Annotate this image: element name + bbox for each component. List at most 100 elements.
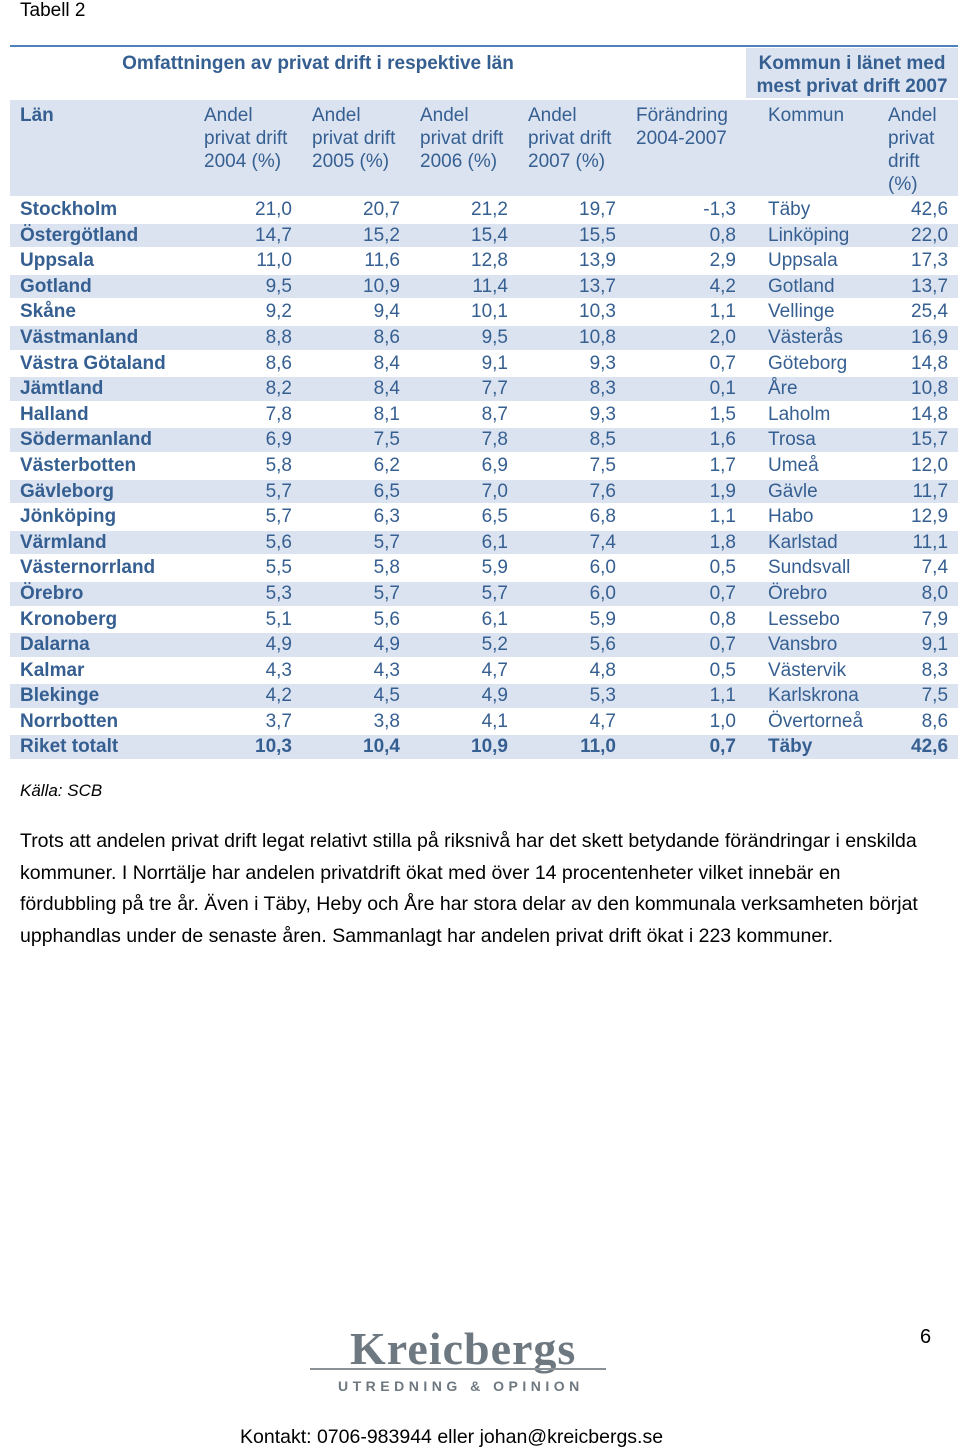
cell-2005: 7,5 xyxy=(302,428,410,452)
cell-lan: Norrbotten xyxy=(20,710,119,732)
cell-2006: 10,1 xyxy=(471,301,508,323)
cell-2007: 11,0 xyxy=(518,735,626,760)
cell-kommun-share: 9,1 xyxy=(878,633,959,657)
cell-2004: 11,0 xyxy=(256,250,292,272)
cell-lan: Stockholm xyxy=(20,199,118,220)
cell-change: 1,8 xyxy=(626,530,746,555)
cell-2007: 10,8 xyxy=(518,325,626,350)
cell-lan: Gotland xyxy=(10,274,194,299)
cell-lan: Jönköping xyxy=(20,506,117,528)
cell-change: 0,5 xyxy=(709,659,736,681)
kreicbergs-logo: Kreicbergs UTREDNING & OPINION xyxy=(310,1322,610,1402)
cell-kommun: Västerås xyxy=(746,325,878,350)
cell-2004: 7,8 xyxy=(265,403,292,425)
group-header-left: Omfattningen av privat drift i respektiv… xyxy=(122,53,514,74)
cell-kommun-share: 7,5 xyxy=(878,684,959,708)
cell-lan: Halland xyxy=(20,403,89,425)
cell-kommun: Umeå xyxy=(768,454,819,476)
logo-rule xyxy=(310,1368,606,1370)
cell-change: 1,9 xyxy=(626,479,746,504)
cell-2005: 11,6 xyxy=(364,250,400,272)
cell-2004: 4,2 xyxy=(194,684,302,708)
cell-lan: Örebro xyxy=(10,581,194,606)
cell-2004: 4,3 xyxy=(265,659,292,681)
header-2007: Andel privat drift 2007 (%) xyxy=(518,100,626,196)
cell-2005: 6,3 xyxy=(373,506,400,528)
cell-kommun: Gävle xyxy=(746,479,878,504)
table-row: Örebro 5,3 5,7 5,7 6,0 0,7 Örebro 8,0 xyxy=(10,581,959,606)
private-operation-table: Omfattningen av privat drift i respektiv… xyxy=(10,46,959,761)
cell-kommun-share: 17,3 xyxy=(911,250,949,272)
table-row: Skåne 9,2 9,4 10,1 10,3 1,1 Vellinge 25,4 xyxy=(10,300,958,324)
cell-lan: Gävleborg xyxy=(10,479,194,504)
cell-2007: 13,7 xyxy=(518,274,626,299)
cell-2007: 6,0 xyxy=(518,581,626,606)
cell-kommun-share: 10,8 xyxy=(878,377,959,401)
cell-2006: 7,0 xyxy=(410,479,518,504)
cell-kommun: Åre xyxy=(746,377,878,401)
cell-change: 2,0 xyxy=(626,325,746,350)
cell-kommun-share: 7,4 xyxy=(921,557,949,579)
cell-2007: 4,8 xyxy=(589,659,616,681)
cell-kommun-share: 12,0 xyxy=(911,454,949,476)
cell-2005: 5,7 xyxy=(302,530,410,555)
cell-kommun-share: 8,6 xyxy=(921,710,949,732)
cell-kommun: Vellinge xyxy=(768,301,835,323)
cell-kommun: Uppsala xyxy=(768,250,838,272)
cell-lan: Riket totalt xyxy=(10,735,194,760)
page-number: 6 xyxy=(920,1326,932,1348)
cell-lan: Västmanland xyxy=(10,325,194,350)
header-kommun-share: Andel privat drift (%) xyxy=(878,100,959,196)
cell-2006: 12,8 xyxy=(471,250,508,272)
cell-kommun: Sundsvall xyxy=(768,557,851,579)
table-caption: Tabell 2 xyxy=(20,0,86,21)
table-row: Blekinge 4,2 4,5 4,9 5,3 1,1 Karlskrona 7,5 xyxy=(10,684,959,708)
table-row: Västerbotten 5,8 6,2 6,9 7,5 1,7 Umeå 12,0 xyxy=(10,454,958,478)
cell-kommun: Övertorneå xyxy=(768,710,864,732)
header-change: Förändring 2004-2007 xyxy=(626,100,746,196)
cell-2005: 8,4 xyxy=(373,352,400,374)
cell-change: 4,2 xyxy=(626,274,746,299)
cell-2005: 8,6 xyxy=(302,325,410,350)
cell-2007: 10,3 xyxy=(579,301,616,323)
cell-change: -1,3 xyxy=(703,199,736,220)
cell-2007: 6,8 xyxy=(589,506,616,528)
cell-kommun-share: 13,7 xyxy=(878,274,959,299)
cell-kommun: Karlstad xyxy=(746,530,878,555)
logo-wordmark: Kreicbergs xyxy=(350,1323,577,1374)
cell-2005: 15,2 xyxy=(302,223,410,248)
cell-kommun-share: 12,9 xyxy=(911,506,949,528)
cell-kommun-share: 14,8 xyxy=(911,352,949,374)
cell-lan: Västerbotten xyxy=(20,454,137,476)
cell-kommun-share: 15,7 xyxy=(878,428,959,452)
body-paragraph: Trots att andelen privat drift legat rel… xyxy=(20,830,918,947)
cell-change: 1,6 xyxy=(626,428,746,452)
cell-lan: Uppsala xyxy=(20,250,94,272)
source-note: Källa: SCB xyxy=(20,781,103,800)
cell-change: 1,1 xyxy=(626,684,746,708)
table-row: Kronoberg 5,1 5,6 6,1 5,9 0,8 Lessebo 7,9 xyxy=(10,608,958,632)
cell-2007: 9,3 xyxy=(589,403,616,425)
cell-lan: Västernorrland xyxy=(20,557,156,579)
cell-kommun-share: 22,0 xyxy=(878,223,959,248)
cell-2005: 4,3 xyxy=(373,659,400,681)
cell-2005: 6,5 xyxy=(302,479,410,504)
cell-2005: 5,6 xyxy=(373,608,400,630)
cell-change: 0,8 xyxy=(626,223,746,248)
table-row: Norrbotten 3,7 3,8 4,1 4,7 1,0 Övertorneå 8,6 xyxy=(10,710,958,734)
table-row: Västmanland 8,8 8,6 9,5 10,8 2,0 Västerås 16,9 xyxy=(10,325,959,350)
cell-2007: 19,7 xyxy=(579,199,616,220)
cell-2005: 20,7 xyxy=(363,199,400,220)
header-2006: Andel privat drift 2006 (%) xyxy=(410,100,518,196)
cell-2006: 4,1 xyxy=(481,710,508,732)
cell-kommun: Laholm xyxy=(768,403,831,425)
cell-2007: 15,5 xyxy=(518,223,626,248)
cell-2006: 21,2 xyxy=(471,199,508,220)
cell-2006: 8,7 xyxy=(481,403,508,425)
table-row: Halland 7,8 8,1 8,7 9,3 1,5 Laholm 14,8 xyxy=(10,403,958,427)
header-2005: Andel privat drift 2005 (%) xyxy=(302,100,410,196)
cell-2004: 8,6 xyxy=(265,352,292,374)
table-row: Dalarna 4,9 4,9 5,2 5,6 0,7 Vansbro 9,1 xyxy=(10,633,959,657)
cell-2004: 8,2 xyxy=(194,377,302,401)
cell-2004: 9,5 xyxy=(194,274,302,299)
